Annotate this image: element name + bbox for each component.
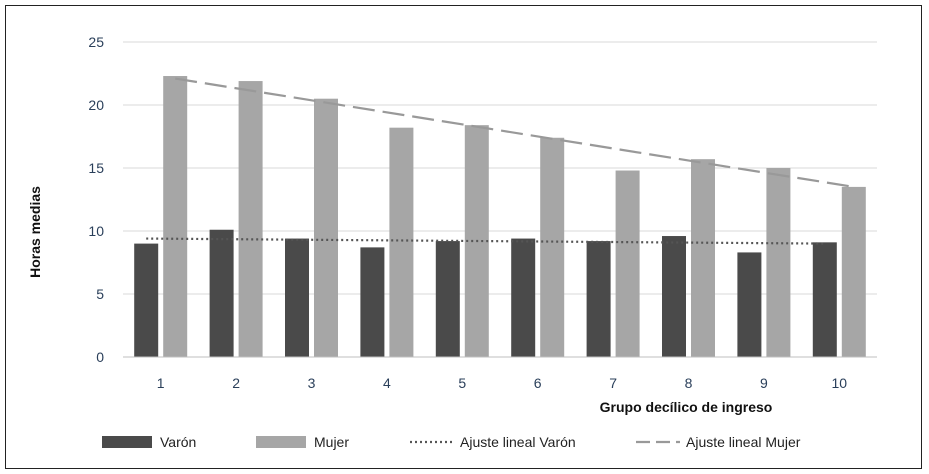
- x-tick-label: 1: [157, 375, 165, 391]
- bar-varon: [812, 242, 837, 357]
- bar-varon: [511, 238, 536, 357]
- legend-item-varon: Varón: [102, 434, 196, 450]
- y-tick-label: 15: [88, 160, 104, 176]
- bar-mujer: [314, 98, 338, 357]
- x-axis-label: Grupo decílico de ingreso: [600, 399, 773, 415]
- bar-mujer: [389, 127, 414, 358]
- y-axis-label: Horas medias: [27, 186, 43, 278]
- bar-varon: [209, 229, 234, 357]
- bars: [134, 76, 866, 358]
- legend-label: Ajuste lineal Mujer: [686, 434, 801, 450]
- bar-varon: [134, 243, 159, 357]
- legend-label: Mujer: [314, 434, 349, 450]
- y-tick-label: 10: [88, 223, 104, 239]
- y-tick-label: 20: [88, 97, 104, 113]
- bar-varon: [285, 238, 309, 357]
- y-tick-label: 25: [88, 34, 104, 50]
- bar-mujer: [615, 170, 640, 357]
- bar-varon: [435, 241, 460, 357]
- bar-mujer: [163, 76, 188, 358]
- legend-label: Varón: [160, 434, 196, 450]
- x-tick-label: 2: [232, 375, 240, 391]
- x-tick-label: 8: [685, 375, 693, 391]
- bar-varon: [737, 252, 762, 357]
- x-tick-label: 10: [832, 375, 848, 391]
- legend-swatch: [256, 436, 306, 448]
- gridlines: [123, 41, 877, 295]
- legend-swatch: [102, 436, 152, 448]
- bar-mujer: [766, 168, 791, 357]
- legend-label: Ajuste lineal Varón: [460, 434, 576, 450]
- y-axis-ticks: 0 5 10 15 20 25: [88, 34, 104, 365]
- bar-varon: [360, 247, 385, 357]
- bar-mujer: [841, 186, 866, 357]
- bar-mujer: [540, 137, 565, 357]
- legend-item-ajuste-mujer: Ajuste lineal Mujer: [636, 434, 801, 450]
- y-tick-label: 5: [96, 286, 104, 302]
- bar-varon: [586, 241, 611, 357]
- legend: Varón Mujer Ajuste lineal Varón Ajuste line…: [102, 434, 801, 450]
- x-axis-ticks: 1 2 3 4 5 6 7 8 9 10: [157, 375, 847, 391]
- x-tick-label: 3: [308, 375, 316, 391]
- trendlines: [146, 77, 854, 245]
- bar-mujer: [238, 81, 263, 357]
- legend-item-ajuste-varon: Ajuste lineal Varón: [410, 434, 576, 450]
- x-tick-label: 9: [760, 375, 768, 391]
- bar-varon: [662, 236, 686, 357]
- bar-mujer: [691, 159, 715, 357]
- x-tick-label: 7: [609, 375, 617, 391]
- x-tick-label: 5: [458, 375, 466, 391]
- x-tick-label: 6: [534, 375, 542, 391]
- x-tick-label: 4: [383, 375, 391, 391]
- trendline-varon: [146, 237, 825, 245]
- trendline-mujer: [175, 77, 854, 188]
- legend-item-mujer: Mujer: [256, 434, 349, 450]
- y-tick-label: 0: [96, 349, 104, 365]
